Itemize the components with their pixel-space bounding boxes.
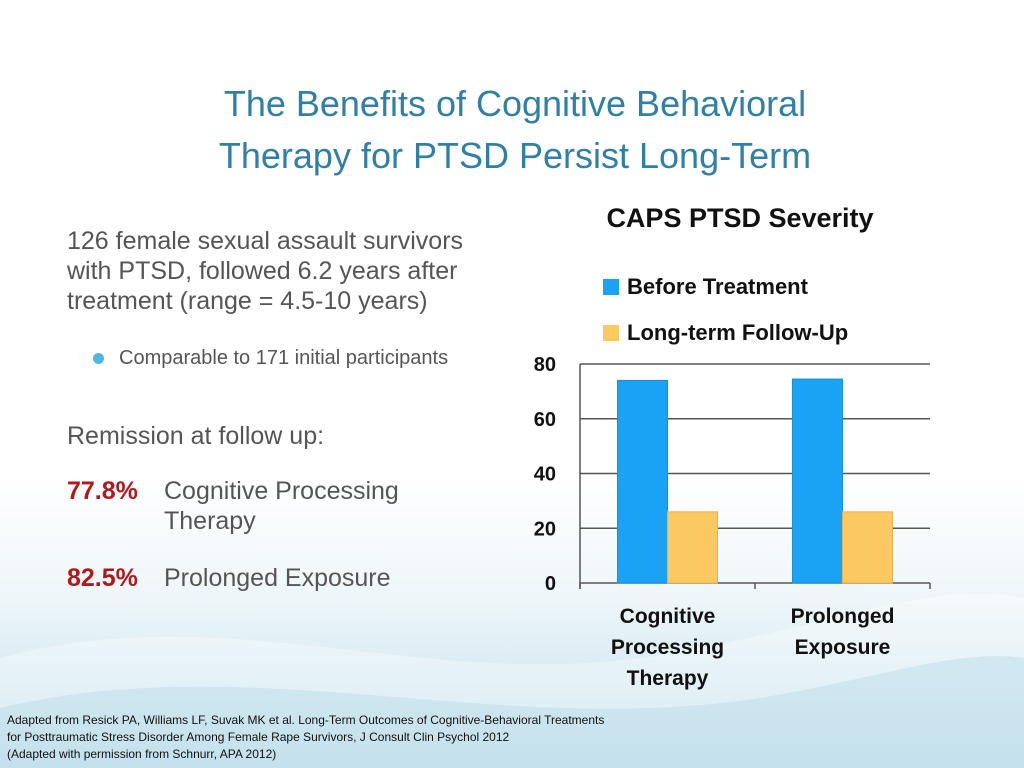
y-tick-label: 0 (545, 573, 556, 595)
remission-label: Cognitive Processing Therapy (164, 477, 399, 535)
bar-chart: 0 20 40 60 80 Cognitive Processing Therapy Prolo… (534, 354, 931, 690)
remission-row-cpt: 77.8% Cognitive Processing Therapy (67, 476, 507, 536)
slide-title-line-1: The Benefits of Cognitive Behavioral (223, 83, 807, 124)
y-tick-label: 40 (534, 464, 556, 486)
bar-before (792, 378, 843, 584)
citation-footnote: Adapted from Resick PA, Williams LF, Suv… (7, 712, 767, 763)
chart-legend: Before Treatment Long-term Follow-Up (603, 264, 848, 356)
remission-percent: 77.8% (67, 477, 138, 505)
study-description: 126 female sexual assault survivors with… (67, 227, 464, 315)
citation-line-3: (Adapted with permission from Schnurr, A… (7, 747, 277, 761)
slide-title: The Benefits of Cognitive Behavioral The… (120, 78, 910, 182)
citation-line-2: for Posttraumatic Stress Disorder Among … (7, 730, 510, 744)
legend-label-followup: Long-term Follow-Up (627, 320, 849, 345)
y-tick-label: 60 (534, 409, 556, 431)
bar-followup (842, 511, 893, 584)
remission-heading: Remission at follow up: (67, 422, 325, 450)
study-summary: 126 female sexual assault survivors with… (67, 226, 507, 593)
x-category-label: Cognitive (620, 605, 716, 628)
legend-swatch-followup (603, 325, 619, 341)
chart-title: CAPS PTSD Severity (606, 203, 874, 233)
legend-label-before: Before Treatment (627, 274, 808, 299)
bullet-point: Comparable to 171 initial participants (93, 346, 507, 371)
y-tick-label: 80 (534, 354, 556, 376)
remission-label: Prolonged Exposure (164, 564, 391, 592)
bar-before (617, 379, 668, 584)
legend-swatch-before (603, 279, 619, 295)
x-category-label: Prolonged (791, 605, 895, 628)
legend-item-followup: Long-term Follow-Up (603, 310, 848, 356)
x-category-label: Processing (611, 636, 724, 659)
citation-line-1: Adapted from Resick PA, Williams LF, Suv… (7, 713, 605, 727)
legend-item-before: Before Treatment (603, 264, 848, 310)
x-category-label: Exposure (795, 636, 891, 659)
x-category-label: Therapy (627, 667, 709, 690)
slide-title-line-2: Therapy for PTSD Persist Long-Term (218, 135, 812, 176)
bar-followup (667, 511, 718, 584)
remission-row-pe: 82.5% Prolonged Exposure (67, 563, 507, 593)
remission-percent: 82.5% (67, 564, 138, 592)
y-tick-label: 20 (534, 518, 556, 540)
